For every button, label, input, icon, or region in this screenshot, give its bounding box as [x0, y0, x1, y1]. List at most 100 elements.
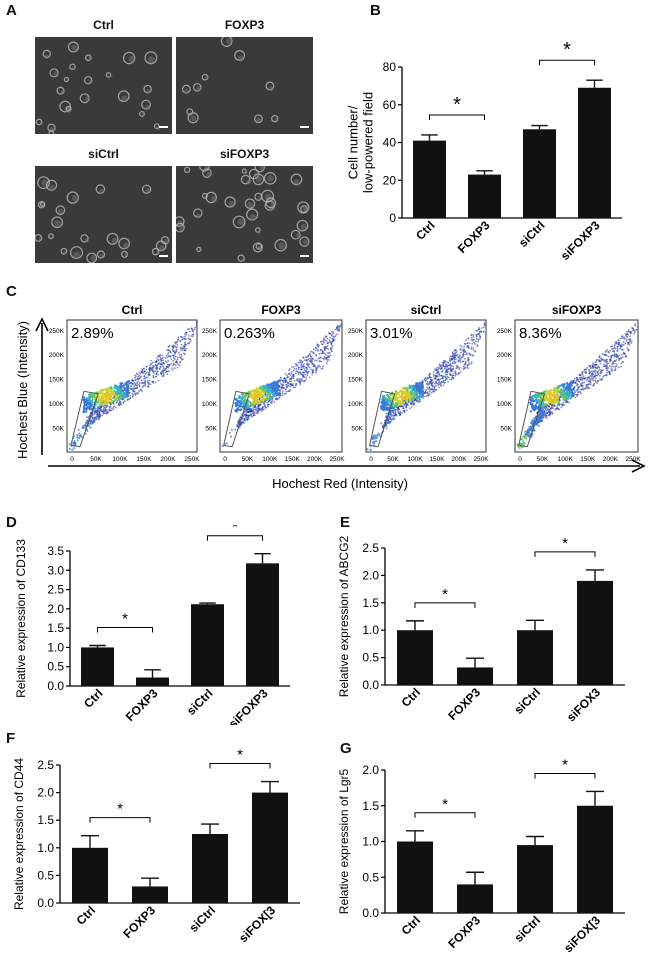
y-tick-label: 0.0 [362, 906, 379, 920]
flow-y-tick-label: 250K [49, 328, 65, 335]
panel-letter-f: F [6, 730, 16, 747]
y-tick-label: 20 [383, 173, 397, 187]
flow-y-tick-label: 250K [348, 328, 364, 335]
flow-y-tick-label: 200K [202, 352, 218, 359]
flow-x-tick-label: 150K [429, 456, 445, 463]
x-tick-label: Ctrl [413, 218, 438, 243]
y-tick-label: 2.5 [47, 583, 64, 597]
x-tick-label: FOXP3 [445, 685, 483, 723]
flow-y-tick-label: 100K [348, 401, 364, 408]
flow-gate-percent: 3.01% [370, 325, 413, 342]
micrograph-ctrl [35, 37, 172, 134]
x-tick-label: siCtrl [184, 686, 216, 718]
flow-x-tick-label: 100K [558, 456, 574, 463]
x-tick-label: FOXP3 [455, 218, 493, 256]
y-tick-label: 1.5 [362, 596, 379, 610]
significance-bracket [207, 535, 263, 541]
flow-y-tick-label: 150K [49, 377, 65, 384]
bar [397, 630, 433, 685]
significance-bracket [534, 551, 596, 557]
bar [577, 580, 613, 685]
significance-bracket [534, 772, 596, 779]
flow-y-tick-label: 150K [348, 377, 364, 384]
bar [191, 604, 224, 686]
significance-bracket [429, 114, 485, 120]
flow-x-tick-label: 250K [329, 456, 345, 463]
flow-x-tick-label: 0 [518, 456, 522, 463]
y-axis-label: Relative expression of ABCG2 [337, 535, 351, 697]
flow-plot-frame [365, 319, 487, 453]
flow-gate [368, 390, 396, 448]
flow-y-tick-label: 150K [497, 377, 513, 384]
y-tick-label: 1.5 [37, 813, 54, 827]
flow-gate-percent: 2.89% [71, 325, 114, 342]
y-tick-label: 3.0 [47, 563, 64, 577]
flow-panel-title: siFOXP3 [552, 303, 602, 317]
y-tick-label: 0.5 [362, 651, 379, 665]
flow-x-axis-label: Hochest Red (Intensity) [272, 476, 408, 491]
flow-y-tick-label: 100K [49, 401, 65, 408]
flow-x-tick-label: 200K [603, 456, 619, 463]
bar [192, 834, 228, 903]
significance-bracket [97, 627, 153, 633]
y-tick-label: 0.5 [37, 868, 54, 882]
x-tick-label: siCtrl [512, 913, 544, 945]
significance-star: * [562, 535, 568, 552]
micrograph-foxp3 [176, 37, 313, 134]
y-tick-label: 0.0 [37, 896, 54, 910]
bar [132, 886, 168, 903]
flow-x-tick-label: 0 [369, 456, 373, 463]
flow-y-tick-label: 50K [500, 426, 512, 433]
flow-x-tick-label: 50K [537, 456, 549, 463]
panel-letter-b: B [370, 2, 381, 19]
significance-star: * [237, 747, 243, 764]
x-tick-label: siCtrl [512, 685, 544, 717]
flow-gate [518, 390, 546, 448]
chart-e-abcg2: 0.0 0.5 1.0 1.5 2.0 2.5 Ctrl FOXP3 siCtrl siFOX3 *… [337, 535, 625, 724]
flow-y-axis-label: Hochest Blue (Intensity) [15, 321, 30, 459]
y-tick-label: 2.0 [47, 602, 64, 616]
flow-panel-title: siCtrl [411, 303, 442, 317]
x-tick-label: Ctrl [81, 686, 106, 711]
flow-gate-percent: 8.36% [519, 325, 562, 342]
y-tick-label: 1.0 [47, 640, 64, 654]
y-tick-label: 1.0 [362, 835, 379, 849]
bar [72, 847, 108, 903]
x-tick-label: siFOX[3 [561, 913, 603, 955]
bar [81, 647, 114, 686]
x-tick-label: siFOX3 [564, 685, 603, 724]
significance-star: * [453, 94, 461, 116]
flow-y-tick-label: 50K [205, 426, 217, 433]
flow-x-tick-label: 250K [473, 456, 489, 463]
significance-star: * [442, 796, 448, 813]
y-tick-label: 2.0 [362, 763, 379, 777]
x-tick-label: FOXP3 [123, 686, 161, 724]
y-tick-label: 2.5 [362, 541, 379, 555]
micrograph-title-sifoxp3: siFOXP3 [219, 147, 270, 161]
flow-x-tick-label: 100K [112, 456, 128, 463]
flow-y-tick-label: 100K [497, 401, 513, 408]
flow-x-tick-label: 200K [307, 456, 323, 463]
y-tick-label: 60 [383, 98, 397, 112]
y-tick-label: 2.0 [362, 568, 379, 582]
bar [252, 792, 288, 903]
flow-gate [70, 390, 99, 448]
chart-f-cd44: 0.0 0.5 1.0 1.5 2.0 2.5 Ctrl FOXP3 siCtrl siFOX[3… [12, 747, 300, 945]
bar [517, 845, 553, 913]
flow-gate [223, 390, 250, 448]
flow-x-tick-label: 50K [387, 456, 399, 463]
flow-y-tick-label: 200K [49, 352, 65, 359]
x-tick-label: FOXP3 [445, 913, 483, 951]
micrograph-sictrl [35, 166, 172, 263]
significance-star: * [232, 525, 238, 536]
significance-bracket [539, 59, 595, 66]
x-tick-label: FOXP3 [120, 903, 158, 941]
bar [413, 140, 446, 218]
significance-bracket [414, 812, 476, 818]
x-tick-label: Ctrl [399, 913, 424, 938]
flow-y-tick-label: 250K [497, 328, 513, 335]
flow-x-tick-label: 200K [160, 456, 176, 463]
flow-x-tick-label: 100K [407, 456, 423, 463]
x-tick-label: Ctrl [74, 903, 99, 928]
micrograph-title-foxp3: FOXP3 [224, 18, 265, 32]
